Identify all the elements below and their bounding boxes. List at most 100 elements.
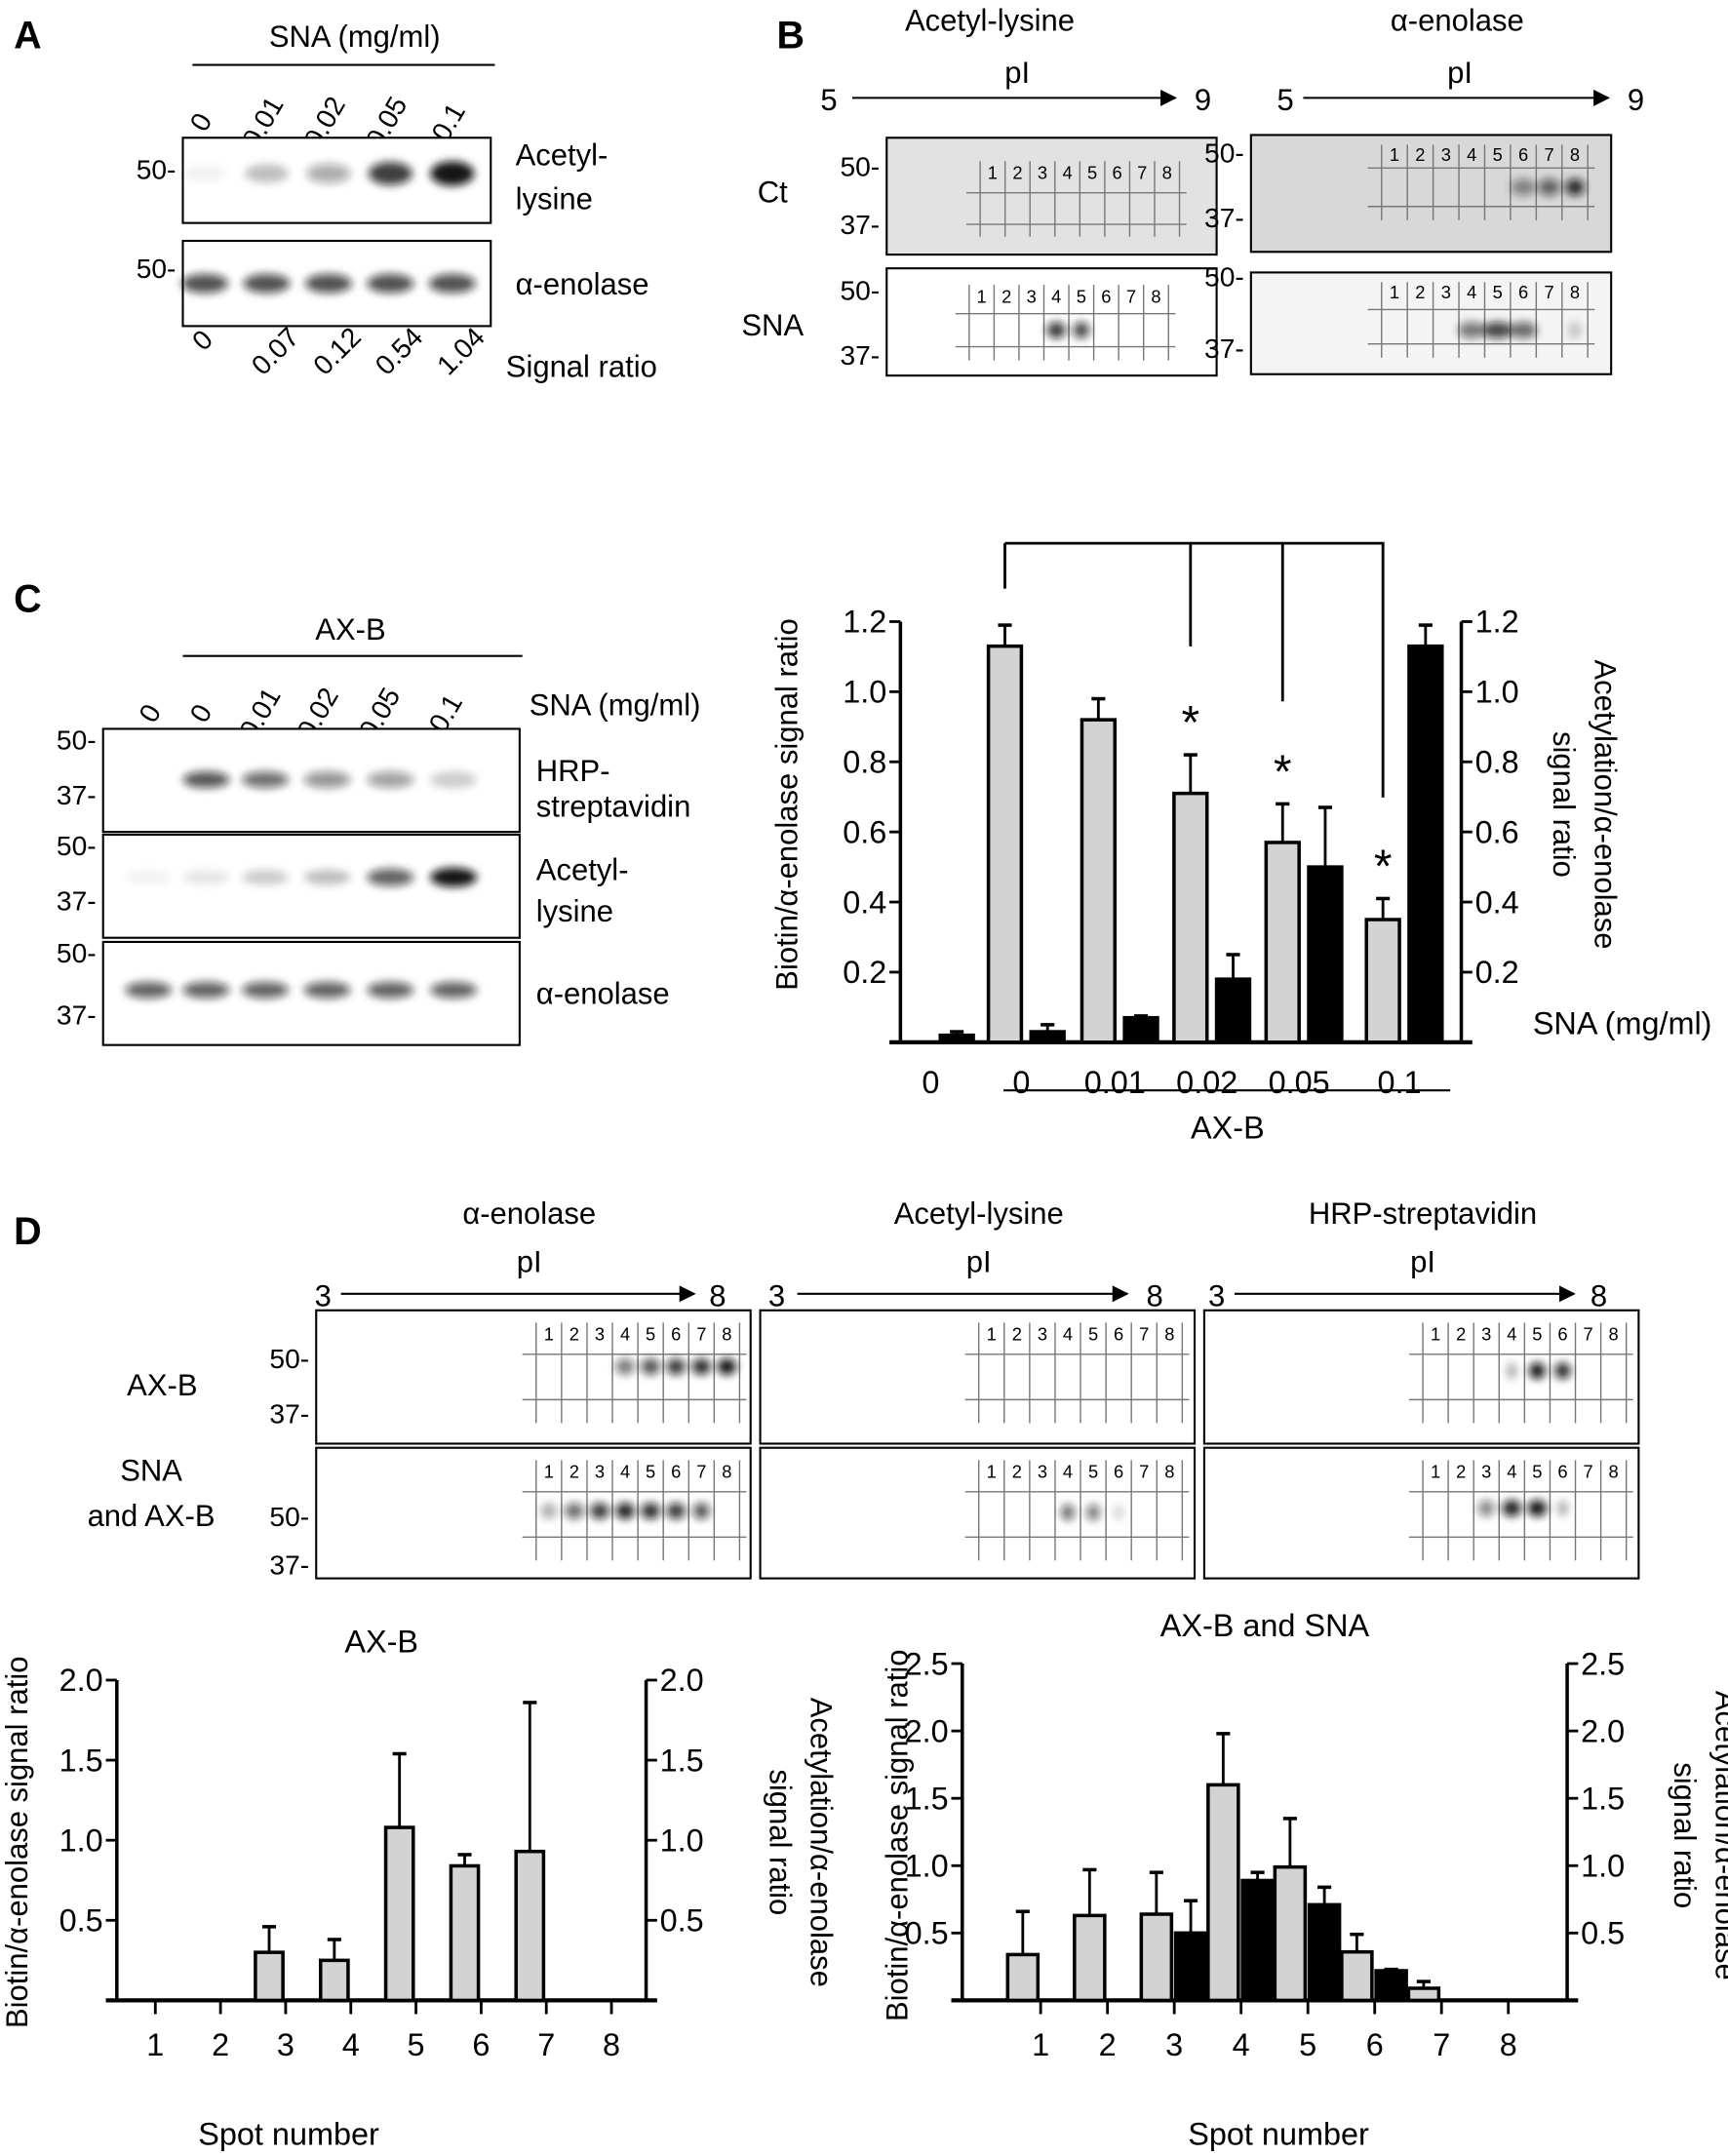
enolase-band: [243, 273, 291, 294]
column-title-enolase: α-enolase: [1391, 3, 1524, 37]
spot-number: 3: [1481, 1324, 1491, 1345]
spot-number: 1: [1390, 144, 1399, 165]
enolase-band: [430, 981, 478, 999]
spot-number: 2: [569, 1324, 579, 1345]
y2-tick-label: 0.6: [1475, 814, 1519, 849]
blot-sna-enolase: [1249, 271, 1613, 375]
protein-spot: [615, 1503, 635, 1520]
lane-label: 0: [133, 698, 168, 727]
blot-label: streptavidin: [536, 790, 691, 824]
y2-tick-label: 1.5: [1581, 1781, 1625, 1816]
protein-spot: [1113, 1504, 1124, 1521]
protein-spot: [1060, 1504, 1076, 1521]
pi-end: 8: [1591, 1279, 1607, 1313]
protein-spot: [1502, 1500, 1522, 1517]
protein-spot: [1565, 178, 1585, 196]
protein-spot: [1482, 322, 1513, 339]
acetyl-band: [368, 162, 412, 185]
spot-number: 8: [1570, 282, 1580, 302]
significance-star: *: [1274, 746, 1292, 798]
spot-number: 2: [1415, 144, 1425, 165]
y2-tick-label: 2.0: [660, 1663, 704, 1698]
protein-spot: [717, 1358, 737, 1375]
hrp-band: [125, 771, 172, 788]
x-tick-label: 1: [146, 2027, 164, 2062]
spot-number: 7: [1139, 1462, 1149, 1482]
protein-spot: [641, 1358, 661, 1375]
spot-number: 6: [1518, 144, 1528, 165]
protein-spot: [641, 1503, 661, 1520]
hrp-band: [430, 771, 478, 789]
x-tick-label: 0.01: [1084, 1065, 1146, 1100]
spot-number: 1: [988, 163, 998, 183]
spot-number: 4: [1051, 286, 1061, 306]
bar-gray: [1364, 918, 1401, 1044]
x-tick-label: 7: [537, 2027, 555, 2062]
pi-start: 3: [315, 1279, 332, 1313]
hrp-band: [367, 771, 414, 789]
blot-label: lysine: [536, 894, 613, 928]
blot-ct-acetyl: [885, 137, 1218, 256]
y2-tick-label: 1.2: [1475, 605, 1519, 640]
pi-end: 8: [709, 1279, 726, 1313]
spot-number: 4: [1507, 1324, 1516, 1345]
enolase-band: [181, 273, 229, 294]
y-axis-label: Biotin/α-enolase signal ratio: [880, 1649, 914, 2021]
pi-start: 3: [768, 1279, 785, 1313]
mw-marker: 50-: [57, 725, 97, 756]
y-tick-label: 0.5: [59, 1903, 103, 1939]
mw-marker: 50-: [1204, 261, 1244, 293]
x-tick-label: 0.1: [1378, 1065, 1422, 1100]
spot-number: 1: [987, 1462, 997, 1482]
mw-marker: 50-: [840, 151, 880, 182]
blot-ct-enolase: [1249, 134, 1613, 254]
y2-tick-label: 1.0: [1475, 675, 1519, 710]
spot-number: 2: [1001, 286, 1011, 306]
spot-number: 5: [1088, 1324, 1098, 1345]
bar-chart-0: 0.2 0.2 0.4 0.4 0.6 0.6 0.8 0.8 1.0 1.0 1.2 1.2 0 0 0.…: [770, 541, 1711, 1146]
enolase-band: [304, 273, 352, 294]
spot-number: 6: [1518, 282, 1528, 302]
spot-number: 4: [1467, 144, 1476, 165]
spot-number: 7: [1544, 282, 1553, 302]
mw-marker: 37-: [840, 209, 880, 240]
spot-number: 5: [1493, 282, 1503, 302]
blot-sna-axb: [315, 1446, 752, 1580]
pi-label: pI: [1447, 56, 1473, 90]
mw-marker: 37-: [840, 339, 880, 371]
x-tick-label: 8: [603, 2027, 620, 2062]
protein-spot: [692, 1503, 710, 1520]
spot-number: 8: [1151, 286, 1160, 306]
mw-marker: 37-: [57, 1000, 97, 1031]
pi-start: 5: [820, 83, 837, 117]
enolase-band: [182, 981, 230, 999]
spot-number: 7: [696, 1324, 706, 1345]
spot-number: 7: [1583, 1462, 1592, 1482]
spot-number: 2: [1012, 1324, 1022, 1345]
pi-label: pI: [966, 1244, 992, 1278]
spot-number: 3: [1441, 144, 1451, 165]
x-tick-label: 7: [1433, 2027, 1450, 2062]
x-tick-label: 2: [1099, 2027, 1117, 2062]
bar-chart-1: 0.5 0.5 1.0 1.0 1.5 1.5 2.0 2.0 1 2 3 4 5 6 7 8 Biotin/α…: [0, 1625, 839, 2152]
bar-gray: [1273, 1864, 1308, 2003]
bar-gray: [383, 1825, 415, 2003]
bar-black: [1307, 865, 1344, 1044]
protein-spot: [1528, 1362, 1546, 1380]
y-tick-label: 1.0: [905, 1849, 949, 1884]
bar-chart-2: 0.5 0.5 1.0 1.0 1.5 1.5 2.0 2.0 2.5 2.5 1 2 3 4 5 6 7 8 Bi…: [880, 1608, 1728, 2152]
y2-tick-label: 0.5: [1581, 1916, 1625, 1951]
blot-label: lysine: [516, 182, 593, 216]
spot-number: 5: [1088, 1462, 1098, 1482]
spot-number: 3: [1038, 163, 1047, 183]
protein-spot: [1538, 178, 1560, 196]
signal-ratio-value: 0: [185, 324, 218, 357]
x-tick-label: 0.05: [1269, 1065, 1330, 1100]
x-tick-label: 3: [1165, 2027, 1183, 2062]
row-label-axb: AX-B: [127, 1368, 197, 1402]
protein-spot: [540, 1503, 558, 1520]
pi-end: 9: [1628, 83, 1644, 117]
bar-black: [1307, 1902, 1342, 2003]
protein-spot: [1527, 1500, 1548, 1517]
x-axis-label: Spot number: [198, 2116, 379, 2151]
